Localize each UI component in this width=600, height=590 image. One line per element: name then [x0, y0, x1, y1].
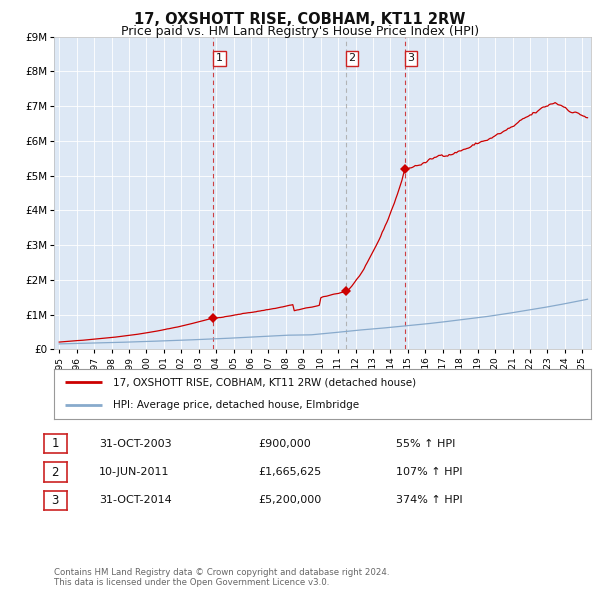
Text: 31-OCT-2014: 31-OCT-2014 [99, 496, 172, 505]
Text: Price paid vs. HM Land Registry's House Price Index (HPI): Price paid vs. HM Land Registry's House … [121, 25, 479, 38]
Text: 31-OCT-2003: 31-OCT-2003 [99, 439, 172, 448]
Text: HPI: Average price, detached house, Elmbridge: HPI: Average price, detached house, Elmb… [113, 401, 359, 411]
Text: 2: 2 [52, 466, 59, 478]
Text: 55% ↑ HPI: 55% ↑ HPI [396, 439, 455, 448]
Text: Contains HM Land Registry data © Crown copyright and database right 2024.
This d: Contains HM Land Registry data © Crown c… [54, 568, 389, 587]
Text: 1: 1 [52, 437, 59, 450]
Text: 2: 2 [349, 54, 356, 64]
Text: £1,665,625: £1,665,625 [258, 467, 321, 477]
Text: 17, OXSHOTT RISE, COBHAM, KT11 2RW (detached house): 17, OXSHOTT RISE, COBHAM, KT11 2RW (deta… [113, 377, 416, 387]
Text: 1: 1 [216, 54, 223, 64]
Text: 17, OXSHOTT RISE, COBHAM, KT11 2RW: 17, OXSHOTT RISE, COBHAM, KT11 2RW [134, 12, 466, 27]
Text: 107% ↑ HPI: 107% ↑ HPI [396, 467, 463, 477]
Text: 3: 3 [52, 494, 59, 507]
Text: £900,000: £900,000 [258, 439, 311, 448]
Text: £5,200,000: £5,200,000 [258, 496, 321, 505]
Text: 374% ↑ HPI: 374% ↑ HPI [396, 496, 463, 505]
Text: 3: 3 [407, 54, 415, 64]
Text: 10-JUN-2011: 10-JUN-2011 [99, 467, 170, 477]
